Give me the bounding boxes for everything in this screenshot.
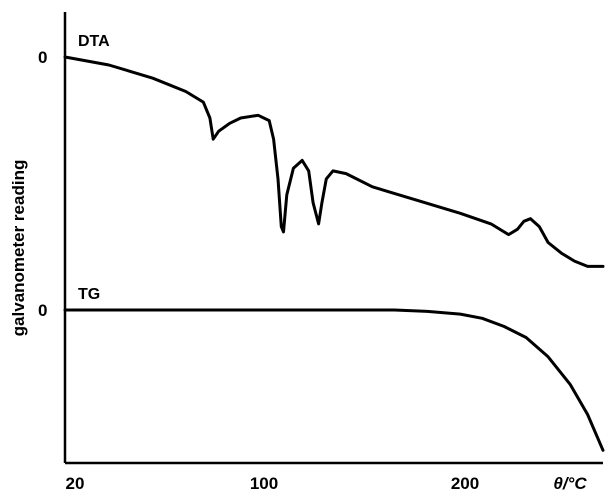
dta-series-line bbox=[63, 55, 605, 268]
x-tick-label-100: 100 bbox=[250, 474, 278, 493]
dta-series-label: DTA bbox=[78, 33, 110, 50]
x-tick-label-20: 20 bbox=[66, 474, 85, 493]
tg-series-label: TG bbox=[78, 286, 100, 303]
x-axis-label: θ/°C bbox=[553, 474, 587, 493]
y-axis-label: galvanometer reading bbox=[9, 160, 28, 337]
dta-zero-label: 0 bbox=[38, 48, 47, 67]
tg-zero-label: 0 bbox=[38, 301, 47, 320]
tg-series-line bbox=[63, 308, 605, 452]
x-tick-label-200: 200 bbox=[451, 474, 479, 493]
